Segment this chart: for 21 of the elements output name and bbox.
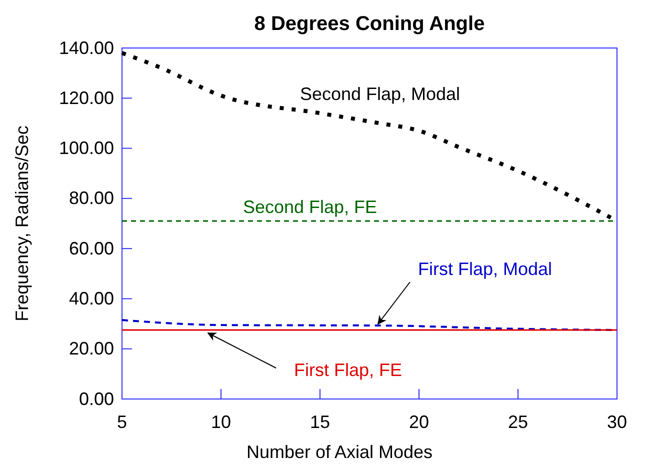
y-axis-title: Frequency, Radians/Sec [12, 126, 32, 322]
text: First Flap, Modal [418, 259, 552, 279]
x-axis-title: Number of Axial Modes [246, 442, 433, 462]
y-tick-label: 100.00 [58, 138, 114, 158]
x-tick-label: 15 [310, 412, 330, 432]
x-tick-label: 5 [116, 412, 128, 432]
chart-title: 8 Degrees Coning Angle [254, 13, 485, 35]
series-label: First Flap, FE [294, 360, 402, 380]
series-label: Second Flap, FE [242, 197, 378, 217]
x-tick-label: 25 [508, 412, 528, 432]
y-tick-label: 60.00 [68, 238, 114, 258]
x-tick-label: 10 [210, 412, 232, 432]
y-tick-label: 140.00 [58, 38, 114, 58]
y-tick-label: 40.00 [68, 288, 114, 308]
x-tick-label: 30 [606, 412, 628, 432]
y-tick-label: 20.00 [68, 338, 114, 359]
series-label: Second Flap, Modal [300, 84, 460, 104]
y-tick-label: 80.00 [68, 188, 114, 208]
x-tick-label: 20 [408, 412, 430, 432]
y-tick-label: 0.00 [78, 388, 114, 409]
y-tick-label: 120.00 [58, 88, 114, 108]
